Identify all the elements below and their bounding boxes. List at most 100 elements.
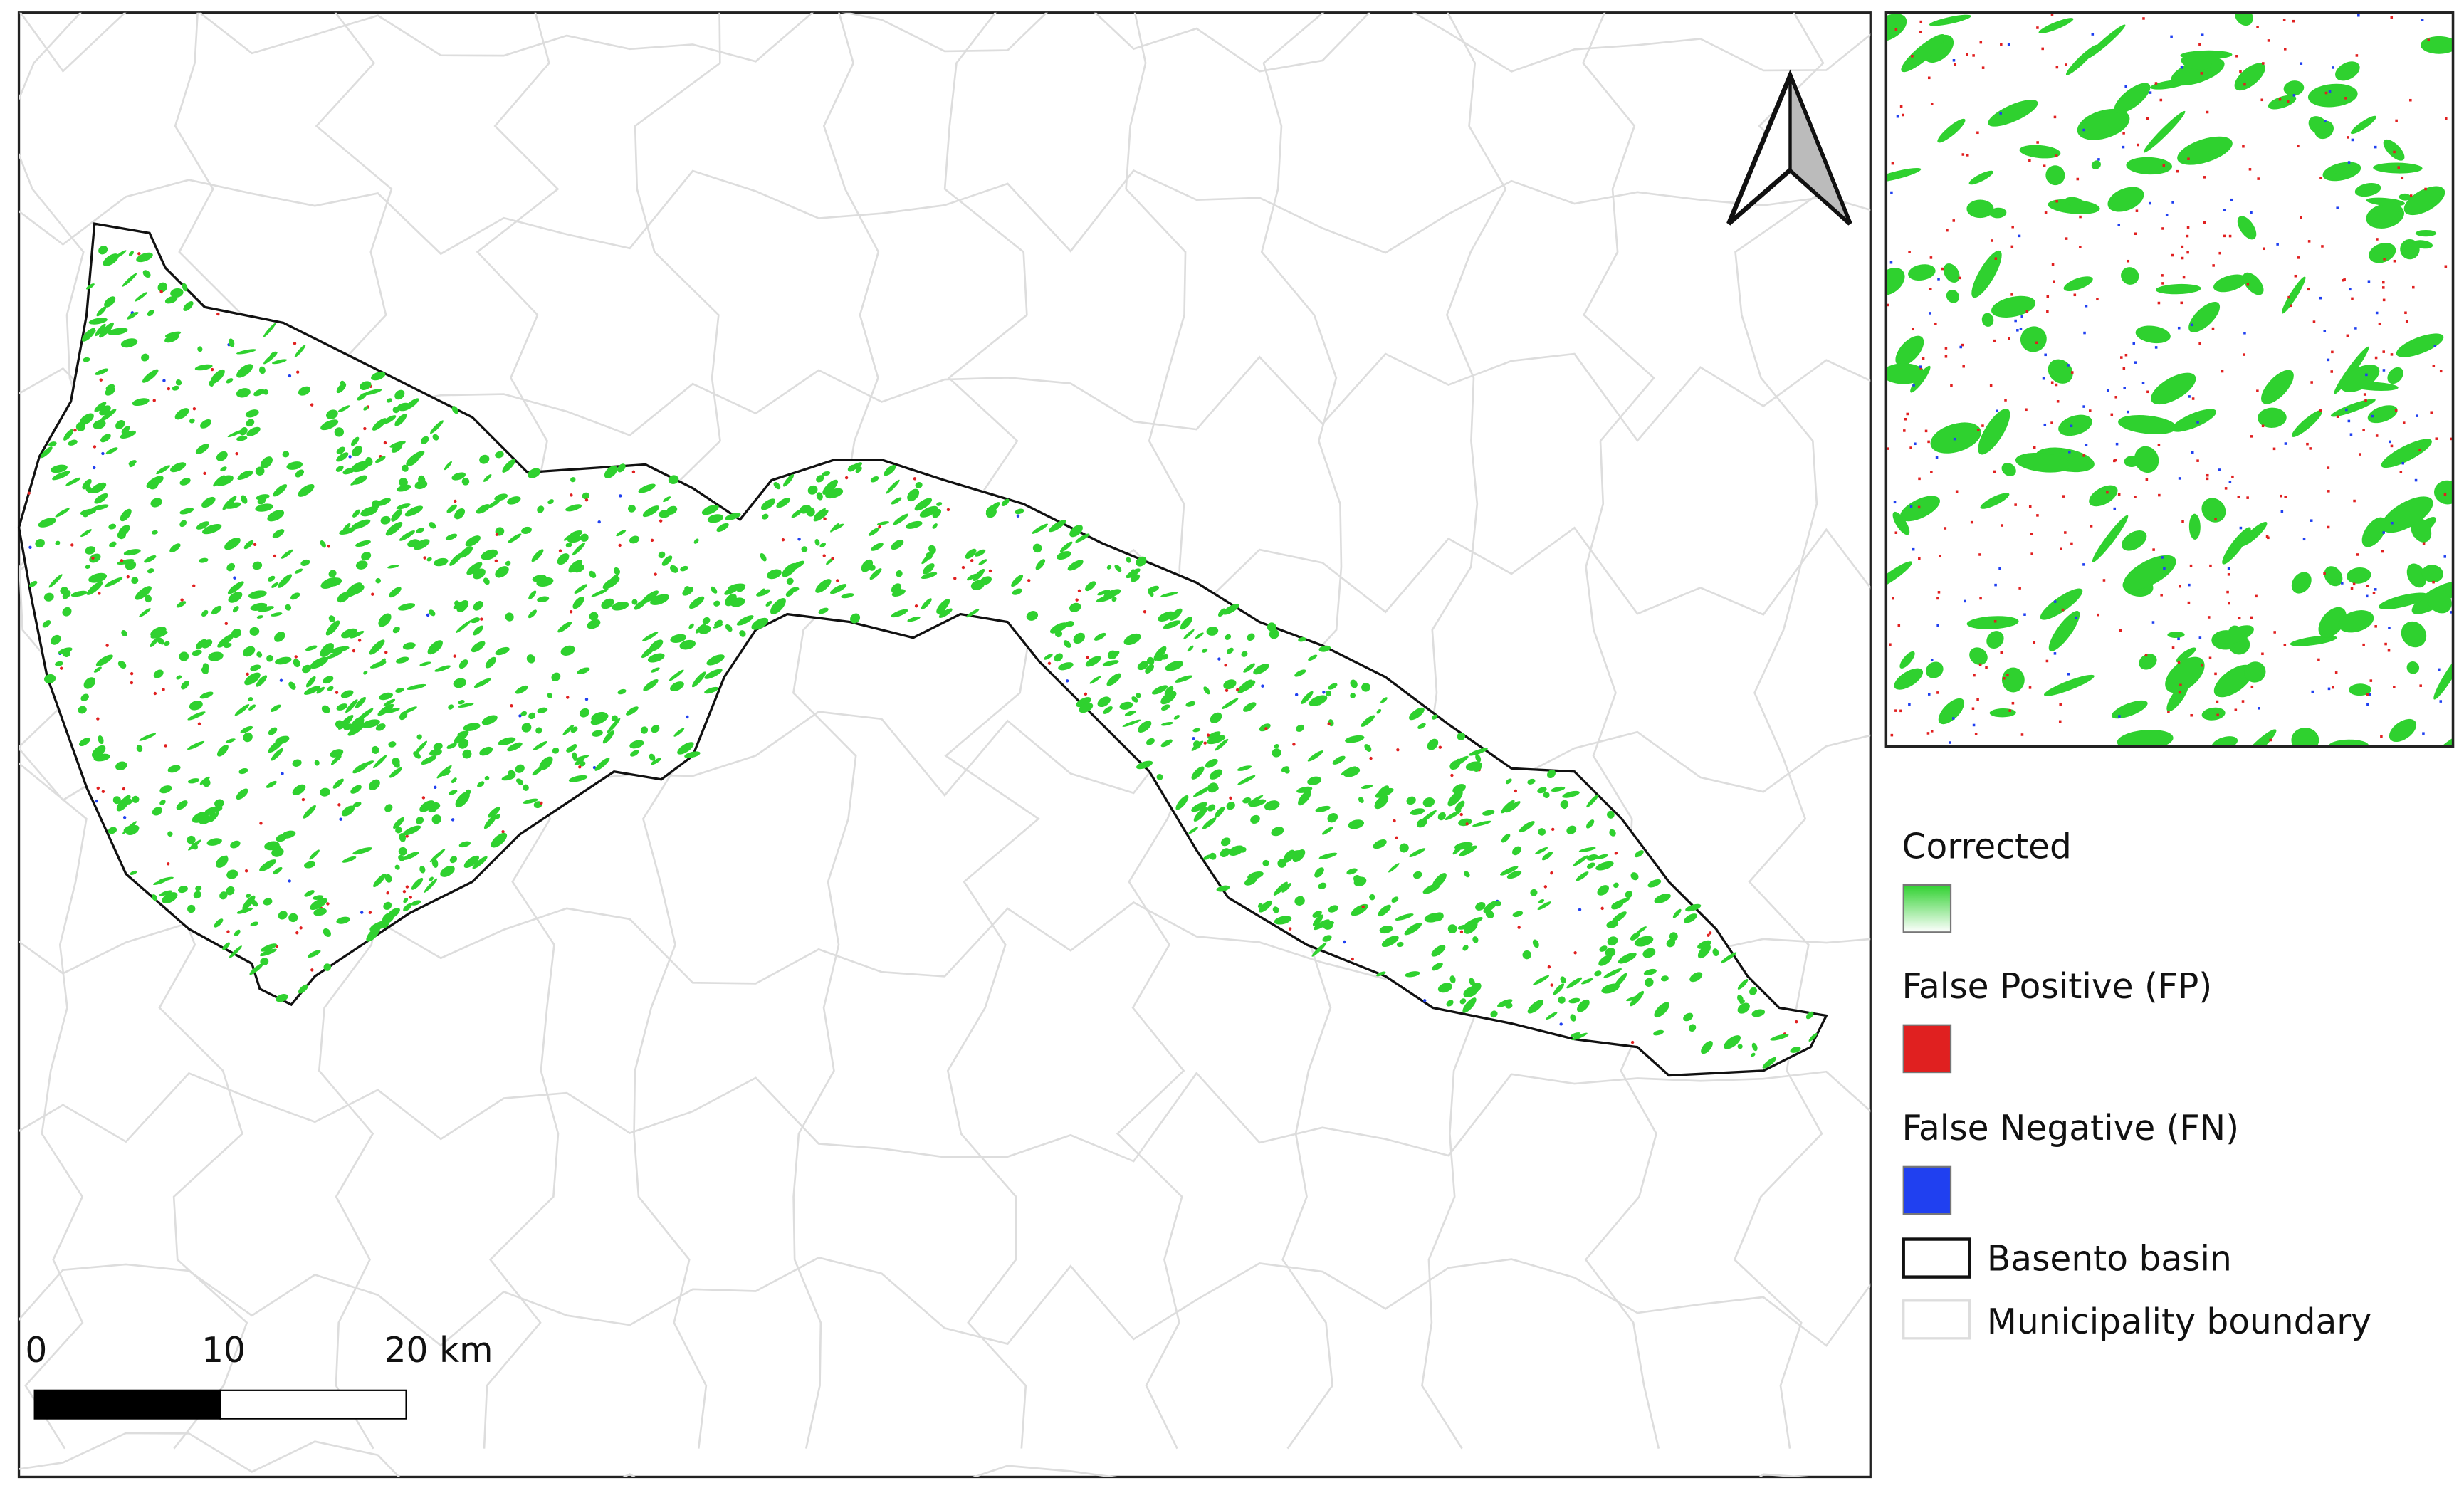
- inset-dot: [1946, 229, 1949, 232]
- patch: [1077, 589, 1081, 593]
- inset-dot: [2319, 409, 2322, 412]
- inset-dot: [2283, 644, 2287, 646]
- patch: [1600, 906, 1604, 911]
- inset-dot: [2310, 519, 2313, 522]
- patch: [1611, 911, 1627, 923]
- patch: [886, 479, 900, 494]
- patch: [240, 725, 253, 733]
- inset-dot: [2053, 652, 2057, 655]
- patch: [1630, 1040, 1635, 1044]
- inset-dot: [2334, 671, 2338, 674]
- patch: [611, 602, 629, 611]
- patch: [684, 751, 701, 758]
- inset-dot: [1906, 412, 1909, 416]
- inset-dot: [2323, 330, 2327, 332]
- inset-dot: [2058, 720, 2062, 723]
- patch: [379, 692, 393, 701]
- inset-dot: [1918, 557, 1921, 560]
- inset-dot: [2228, 481, 2232, 483]
- patch: [501, 829, 505, 834]
- inset-dot: [2006, 674, 2009, 677]
- inset-dot: [2282, 19, 2286, 21]
- inset-patch: [2399, 193, 2411, 201]
- inset-dot: [2430, 411, 2433, 414]
- inset-dot: [1944, 355, 1948, 358]
- patch: [1122, 719, 1141, 727]
- patch: [250, 664, 261, 671]
- inset-dot: [2324, 91, 2328, 95]
- inset-dot: [2198, 636, 2202, 639]
- patch: [350, 631, 365, 639]
- patch: [361, 552, 372, 561]
- patch: [1653, 1029, 1664, 1036]
- patch: [1447, 790, 1463, 807]
- inset-dot: [2209, 564, 2212, 567]
- patch: [617, 463, 626, 473]
- patch: [1505, 1002, 1513, 1009]
- patch: [179, 508, 194, 515]
- patch: [225, 738, 236, 743]
- inset-patch: [2403, 186, 2445, 216]
- inset-dot: [1891, 162, 1894, 165]
- inset-patch: [2369, 243, 2396, 263]
- inset-dot: [2082, 405, 2085, 408]
- patch: [246, 672, 249, 676]
- patch: [1264, 800, 1280, 811]
- patch: [385, 521, 403, 536]
- patch: [618, 543, 622, 547]
- patch: [150, 630, 168, 639]
- patch: [386, 891, 389, 895]
- inset-dot: [2177, 661, 2181, 664]
- patch: [1697, 940, 1711, 949]
- patch: [1578, 908, 1582, 911]
- patch: [79, 413, 94, 425]
- inset-dot: [1911, 328, 1914, 331]
- patch: [104, 296, 116, 308]
- inset-dot: [2055, 154, 2058, 157]
- inset-dot: [2418, 449, 2421, 451]
- inset-dot: [2246, 283, 2250, 286]
- patch: [392, 758, 400, 766]
- patch: [1075, 598, 1079, 602]
- inset-dot: [2383, 258, 2386, 261]
- inset-dot: [2255, 594, 2258, 598]
- patch: [1613, 882, 1619, 889]
- patch: [1288, 927, 1292, 931]
- inset-patch: [2281, 276, 2306, 314]
- patch: [1473, 763, 1482, 772]
- scale-bar-white: [219, 1389, 407, 1420]
- patch: [1447, 924, 1457, 934]
- patch: [120, 559, 124, 562]
- patch: [352, 649, 356, 653]
- inset-dot: [1935, 456, 1939, 459]
- patch: [781, 538, 785, 542]
- patch: [592, 730, 603, 737]
- inset-dot: [2327, 525, 2330, 529]
- inset-dot: [2324, 120, 2327, 122]
- patch: [670, 681, 684, 692]
- patch: [339, 817, 342, 821]
- patch: [340, 690, 354, 698]
- patch: [101, 790, 105, 793]
- patch: [426, 557, 432, 562]
- inset-dot: [2119, 629, 2122, 632]
- patch: [1016, 514, 1020, 518]
- patch: [256, 615, 263, 619]
- patch: [589, 570, 597, 578]
- patch: [1465, 822, 1469, 826]
- patch: [198, 557, 209, 563]
- patch: [419, 661, 431, 666]
- patch: [164, 295, 178, 304]
- inset-patch: [2338, 610, 2374, 633]
- patch: [159, 785, 172, 794]
- patch: [773, 481, 781, 490]
- patch: [209, 811, 216, 819]
- inset-dot: [2362, 429, 2365, 432]
- inset-dot: [2030, 533, 2033, 535]
- inset-dot: [2018, 587, 2021, 590]
- patch: [668, 475, 679, 484]
- patch: [199, 691, 214, 699]
- inset-dot: [2374, 145, 2377, 149]
- patch: [782, 474, 795, 487]
- patch: [1543, 885, 1548, 889]
